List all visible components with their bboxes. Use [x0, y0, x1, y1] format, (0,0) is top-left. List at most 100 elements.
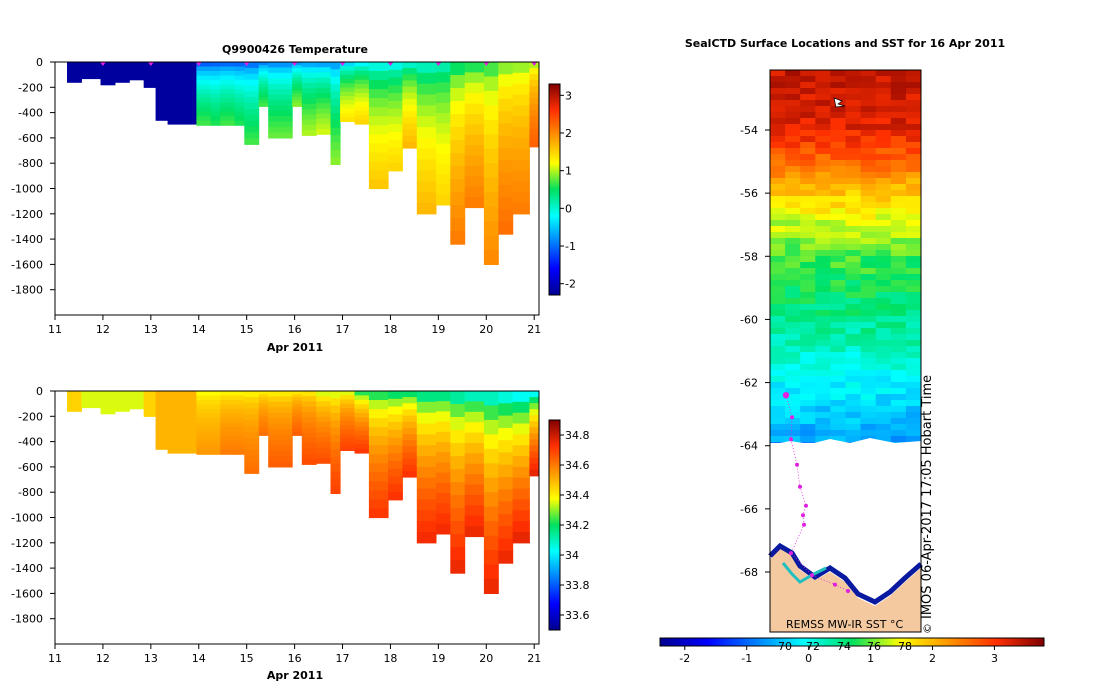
- sst-cell: [860, 70, 877, 77]
- salinity-cell: [244, 443, 260, 451]
- sst-colorbar-tick-label: -2: [679, 652, 690, 665]
- sst-cell: [845, 280, 861, 287]
- sst-cell: [905, 136, 922, 143]
- sst-cell: [830, 202, 846, 209]
- temperature-cell: [330, 149, 341, 158]
- temperature-cell: [196, 89, 212, 95]
- salinity-cell: [114, 402, 130, 405]
- salinity-cell: [196, 409, 212, 415]
- temperature-cell: [354, 88, 370, 94]
- salinity-cell: [316, 437, 332, 444]
- sst-cell: [845, 142, 861, 149]
- temperature-cell: [450, 179, 466, 193]
- sst-cell: [860, 178, 877, 185]
- salinity-cell: [388, 422, 403, 431]
- salinity-cell: [529, 445, 540, 453]
- salinity-cell: [143, 394, 157, 397]
- sst-cell: [860, 268, 877, 275]
- sst-cell: [860, 244, 877, 251]
- sst-cell: [815, 346, 831, 353]
- temperature-cell: [155, 91, 169, 96]
- sst-cell: [830, 418, 846, 425]
- salinity-cell: [483, 419, 499, 435]
- sst-cell: [845, 196, 861, 203]
- sst-cell: [770, 274, 786, 281]
- temperature-cell: [354, 115, 370, 121]
- sst-cell: [830, 406, 846, 413]
- salinity-cell: [210, 409, 221, 415]
- salinity-cell: [234, 422, 245, 428]
- temperature-cell: [220, 93, 236, 99]
- sst-cell: [845, 328, 861, 335]
- sst-cell: [890, 322, 907, 329]
- salinity-cell: [292, 403, 303, 408]
- temperature-cell: [498, 123, 514, 137]
- temperature-cell: [436, 72, 451, 83]
- temperature-cell: [388, 108, 403, 117]
- temperature-cell: [196, 98, 212, 104]
- temperature-cell: [114, 67, 130, 70]
- sst-cell: [845, 88, 861, 95]
- temperature-cell: [220, 107, 236, 113]
- sst-cell: [770, 382, 786, 389]
- sst-cell: [800, 196, 816, 203]
- salinity-cell: [450, 482, 466, 496]
- temperature-cell: [292, 77, 303, 82]
- salinity-cell: [114, 406, 130, 409]
- salinity-cell: [483, 521, 499, 537]
- salinity-cell: [330, 456, 341, 465]
- temperature-cell: [316, 77, 332, 84]
- temperature-cell: [330, 98, 341, 107]
- sst-cell: [830, 160, 846, 167]
- sst-cell: [770, 268, 786, 275]
- salinity-cell: [234, 404, 245, 410]
- temperature-xlabel: Apr 2011: [267, 341, 323, 354]
- salinity-cell: [498, 415, 514, 429]
- salinity-cell: [167, 417, 197, 423]
- sst-cell: [785, 112, 801, 119]
- temperature-cell: [114, 69, 130, 72]
- salinity-cell: [464, 401, 485, 413]
- sst-cell: [905, 148, 922, 155]
- temperature-cell: [301, 72, 317, 79]
- temperature-cell: [196, 66, 212, 72]
- sst-cell: [875, 202, 892, 209]
- sst-cell: [815, 400, 831, 407]
- sst-colorbar-tick-label: -1: [741, 652, 752, 665]
- temperature-cell: [210, 120, 221, 126]
- sst-cell: [860, 364, 877, 371]
- sst-cell: [815, 70, 831, 77]
- salinity-cell: [483, 506, 499, 522]
- sst-cell: [815, 244, 831, 251]
- temperature-cell: [436, 62, 451, 73]
- sst-cell: [770, 244, 786, 251]
- sst-cell: [830, 136, 846, 143]
- profile-marker: [531, 62, 538, 66]
- sst-cell: [845, 178, 861, 185]
- salinity-cell: [483, 448, 499, 464]
- salinity-cell: [196, 418, 212, 424]
- salinity-cell: [114, 395, 130, 398]
- salinity-cell: [464, 391, 485, 402]
- sst-cell: [905, 406, 922, 413]
- y-tick-label: -200: [18, 81, 43, 94]
- sst-cell: [770, 160, 786, 167]
- temperature-cell: [210, 111, 221, 117]
- temperature-cell: [258, 93, 269, 98]
- sst-cell: [905, 316, 922, 323]
- sst-cell: [890, 334, 907, 341]
- sst-cell: [770, 430, 786, 437]
- temperature-cell: [316, 118, 332, 125]
- temperature-cell: [268, 105, 293, 112]
- salinity-cell: [81, 405, 102, 407]
- sst-cell: [890, 106, 907, 113]
- sst-cell: [905, 346, 922, 353]
- salinity-cell: [67, 399, 82, 402]
- x-tick-label: 14: [192, 323, 206, 336]
- salinity-cell: [292, 394, 303, 398]
- salinity-cell: [354, 435, 370, 441]
- sst-cell: [890, 298, 907, 305]
- temperature-cell: [340, 83, 355, 88]
- sst-cell: [875, 208, 892, 215]
- salinity-cell: [402, 391, 418, 398]
